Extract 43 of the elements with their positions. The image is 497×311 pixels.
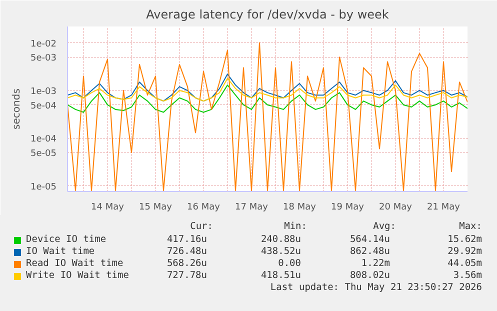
text: Min:: [284, 221, 307, 233]
chart-title: Average latency for /dev/xvda - by week: [146, 8, 389, 22]
y-tick-label: 5e-03: [30, 54, 57, 64]
text: Max:: [459, 221, 482, 233]
y-tick-label: 1e-02: [30, 39, 57, 50]
legend-label: Device IO time: [26, 234, 106, 246]
y-tick-label: 5e-05: [30, 149, 57, 159]
text: 438.52u: [260, 246, 301, 258]
text: 240.88u: [260, 234, 301, 246]
text: 568.26u: [166, 258, 207, 270]
x-tick-label: 17 May: [235, 202, 269, 212]
text: 727.78u: [166, 270, 207, 282]
x-tick-label: 21 May: [427, 202, 461, 212]
text: 15.62m: [448, 234, 482, 246]
text: 417.16u: [166, 234, 207, 246]
text: Last update: Thu May 21 23:50:27 2026: [270, 282, 482, 294]
legend-label: IO Wait time: [26, 246, 95, 258]
legend-label: Read IO Wait time: [26, 258, 124, 270]
y-tick-label: 1e-05: [30, 182, 57, 192]
x-tick-label: 18 May: [283, 202, 317, 212]
text: 808.02u: [350, 270, 390, 282]
line-series: [68, 84, 468, 113]
y-tick-label: 5e-04: [30, 101, 57, 112]
text: Avg:: [373, 221, 396, 233]
x-tick-label: 14 May: [91, 202, 125, 212]
text: Cur:: [190, 221, 213, 233]
text: 564.14u: [350, 234, 390, 246]
text: 862.48u: [350, 246, 390, 258]
x-tick-label: 16 May: [187, 202, 221, 212]
y-tick-label: 1e-03: [30, 86, 57, 97]
text: 1.22m: [361, 258, 390, 270]
text: 44.05m: [448, 258, 482, 270]
legend-label: Write IO Wait time: [26, 270, 129, 282]
text: 0.00: [278, 258, 301, 270]
text: 726.48u: [166, 246, 207, 258]
text: 418.51u: [260, 270, 301, 282]
text: 3.56m: [453, 270, 482, 282]
x-tick-label: 20 May: [379, 202, 413, 212]
x-tick-label: 19 May: [331, 202, 365, 212]
x-tick-label: 15 May: [139, 202, 173, 212]
y-axis-title: seconds: [12, 88, 23, 130]
y-tick-label: 1e-04: [30, 134, 57, 145]
text: 29.92m: [448, 246, 482, 258]
